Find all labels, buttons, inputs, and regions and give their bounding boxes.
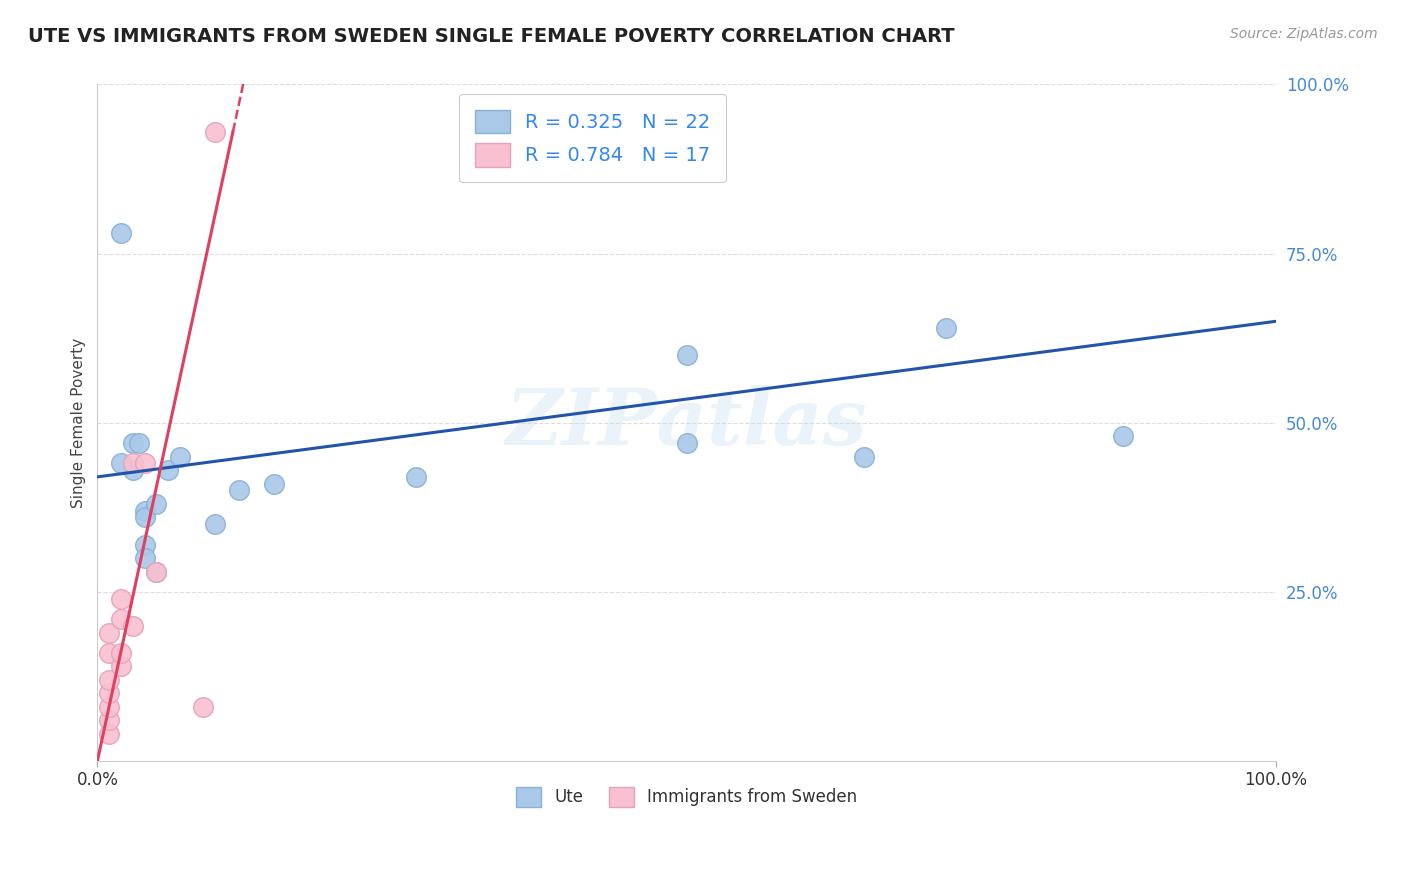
Y-axis label: Single Female Poverty: Single Female Poverty [72,338,86,508]
Point [675,348,697,362]
Point [110,659,132,673]
Point [193,700,215,714]
Point [110,646,132,660]
Point [145,497,167,511]
Point [121,456,143,470]
Point [134,456,156,470]
Point [134,537,156,551]
Point [121,463,143,477]
Point [145,565,167,579]
Point [134,551,156,566]
Legend: Ute, Immigrants from Sweden: Ute, Immigrants from Sweden [509,780,863,814]
Point [98,686,121,700]
Point [675,436,697,450]
Point [405,470,427,484]
Point [110,227,132,241]
Point [134,504,156,518]
Point [121,436,143,450]
Point [121,619,143,633]
Point [98,700,121,714]
Point [110,612,132,626]
Point [263,476,285,491]
Point [204,125,226,139]
Point [204,517,226,532]
Text: ZIP​atlas: ZIP​atlas [506,384,868,461]
Point [1112,429,1135,443]
Point [134,510,156,524]
Point [98,714,121,728]
Point [98,727,121,741]
Point [852,450,875,464]
Point [128,436,150,450]
Point [169,450,191,464]
Point [110,456,132,470]
Point [145,565,167,579]
Point [935,321,957,335]
Point [157,463,180,477]
Point [228,483,250,498]
Point [98,673,121,687]
Text: UTE VS IMMIGRANTS FROM SWEDEN SINGLE FEMALE POVERTY CORRELATION CHART: UTE VS IMMIGRANTS FROM SWEDEN SINGLE FEM… [28,27,955,45]
Point [110,591,132,606]
Text: Source: ZipAtlas.com: Source: ZipAtlas.com [1230,27,1378,41]
Point [98,646,121,660]
Point [98,625,121,640]
